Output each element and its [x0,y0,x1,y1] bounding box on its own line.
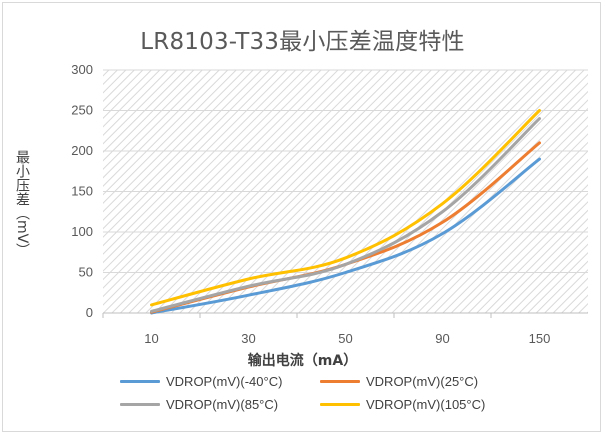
legend-swatch [120,380,160,383]
x-tick-label: 30 [241,331,255,346]
legend-label: VDROP(mV)(105°C) [366,397,486,412]
y-tick-label: 0 [86,305,93,320]
y-axis-label: 最小压差（mV） [14,150,30,258]
legend-label: VDROP(mV)(25°C) [366,374,479,389]
legend-label: VDROP(mV)(-40°C) [166,374,283,389]
x-axis-label: 输出电流（mA） [247,353,358,369]
legend-swatch [320,380,360,383]
series-line-3 [150,109,541,307]
y-tick-label: 250 [71,103,93,118]
legend-item-3: VDROP(mV)(105°C) [320,397,520,412]
series-line-2 [150,117,541,313]
legend-item-2: VDROP(mV)(85°C) [120,397,320,412]
legend-item-0: VDROP(mV)(-40°C) [120,374,320,389]
y-tick-label: 300 [71,62,93,77]
y-tick-label: 200 [71,143,93,158]
chart-title: LR8103-T33最小压差温度特性 [140,29,465,55]
legend-label: VDROP(mV)(85°C) [166,397,279,412]
x-tick-label: 90 [435,331,449,346]
x-tick-label: 50 [338,331,352,346]
y-tick-label: 150 [71,184,93,199]
legend-swatch [120,403,160,406]
x-tick-label: 150 [529,331,551,346]
y-tick-label: 100 [71,224,93,239]
legend-item-1: VDROP(mV)(25°C) [320,374,520,389]
x-tick-label: 10 [144,331,158,346]
legend: VDROP(mV)(-40°C) VDROP(mV)(25°C) VDROP(mV)… [120,374,540,412]
series-line-0 [150,157,541,315]
legend-swatch [320,403,360,406]
y-tick-label: 50 [79,265,93,280]
